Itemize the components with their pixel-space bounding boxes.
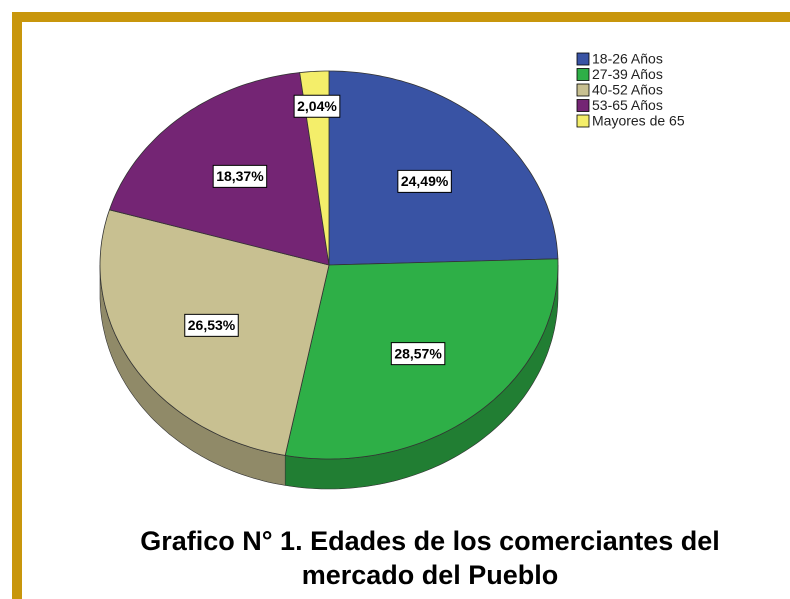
legend-label: Mayores de 65 (592, 113, 685, 129)
data-label: 26,53% (188, 317, 236, 333)
data-label: 28,57% (394, 345, 442, 361)
legend-label: 27-39 Años (592, 66, 663, 82)
legend-label: 53-65 Años (592, 97, 663, 113)
data-label: 18,37% (216, 168, 264, 184)
legend-swatch (576, 68, 590, 81)
frame-top (12, 12, 790, 22)
data-label: 24,49% (401, 173, 449, 189)
chart-title: Grafico N° 1. Edades de los comerciantes… (140, 526, 720, 590)
data-label: 2,04% (297, 98, 337, 114)
legend-swatch (576, 99, 590, 112)
slice (299, 70, 330, 266)
legend-label: 18-26 Años (592, 51, 663, 67)
legend-swatch (576, 83, 590, 97)
legend-swatch (576, 52, 590, 66)
frame-left (12, 12, 22, 599)
data-label-box (397, 169, 452, 193)
data-label-box (390, 342, 446, 366)
data-label-box (184, 313, 239, 337)
legend-swatch (576, 114, 590, 128)
data-label-box (212, 164, 268, 188)
data-label-box (293, 94, 341, 118)
slice (328, 70, 559, 266)
legend-label: 40-52 Años (592, 82, 663, 98)
